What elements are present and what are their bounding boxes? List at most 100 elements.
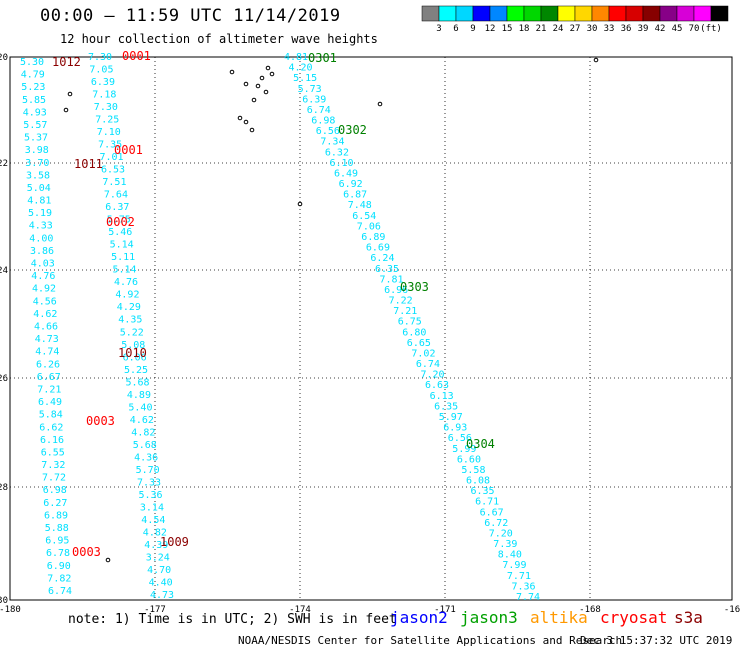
swh-value: 7.32: [41, 460, 65, 471]
island-shape: [377, 101, 383, 107]
swh-value: 8.40: [498, 550, 522, 561]
map-frame: [9, 56, 733, 601]
credit-line: NOAA/NESDIS Center for Satellite Applica…: [238, 634, 623, 647]
swh-value: 5.75: [107, 215, 131, 226]
swh-value: 6.56: [316, 126, 340, 137]
pass-label: 0303: [400, 280, 429, 294]
swh-value: 5.04: [27, 183, 51, 194]
island-shape: [593, 57, 599, 63]
satellite-cryosat: cryosat: [600, 608, 668, 627]
swh-value: 6.26: [36, 359, 60, 370]
scale-label: 6: [453, 24, 458, 34]
pass-label: 0301: [308, 51, 337, 65]
scale-label: 45: [672, 24, 683, 34]
lat-tick-label: -22: [0, 159, 8, 169]
swh-value: 7.82: [47, 573, 71, 584]
swh-value: 6.72: [484, 518, 508, 529]
scale-label: 36: [621, 24, 632, 34]
swh-value: 6.90: [47, 561, 71, 572]
swh-value: 4.20: [289, 63, 313, 74]
swh-value: 3.98: [25, 145, 49, 156]
swh-value: 6.10: [330, 158, 354, 169]
lon-tick-label: -174: [289, 605, 311, 615]
lat-tick-label: -30: [0, 596, 8, 606]
swh-value: 6.89: [44, 510, 68, 521]
swh-value: 6.67: [37, 372, 61, 383]
credit-date: Dec 3 15:37:32 UTC 2019: [580, 634, 733, 647]
pass-label: 0001: [122, 49, 151, 63]
swh-value: 7.02: [411, 349, 435, 360]
swh-value: 6.62: [39, 422, 63, 433]
scale-label: 21: [536, 24, 547, 34]
swh-value: 5.58: [461, 465, 485, 476]
swh-value: 7.35: [98, 140, 122, 151]
swh-value: 4.62: [130, 415, 154, 426]
swh-value: 6.67: [480, 507, 504, 518]
swh-value: 6.92: [339, 179, 363, 190]
island-shape: [265, 65, 271, 71]
lon-tick-label: -171: [434, 605, 456, 615]
swh-value: 7.51: [102, 177, 126, 188]
swh-value: 4.70: [147, 565, 171, 576]
scale-label: 27: [570, 24, 581, 34]
lat-lon-grid: [9, 56, 733, 601]
pass-label: 1010: [118, 346, 147, 360]
scale-label: 42: [655, 24, 666, 34]
swh-value: 6.95: [45, 536, 69, 547]
swh-value: 6.75: [398, 317, 422, 328]
swh-value: 4.76: [31, 271, 55, 282]
swh-value: 5.37: [24, 133, 48, 144]
island-shape: [229, 69, 235, 75]
swh-value: 5.68: [126, 377, 150, 388]
lon-tick-label: -180: [0, 605, 21, 615]
swh-value: 4.93: [23, 107, 47, 118]
swh-value: 6.96: [384, 285, 408, 296]
swh-value: 6.93: [443, 423, 467, 434]
satellite-altika: altika: [530, 608, 588, 627]
swh-value: 7.30: [88, 52, 112, 63]
swh-value: 6.27: [43, 498, 67, 509]
scale-label: 24: [553, 24, 564, 34]
swh-value: 7.22: [389, 296, 413, 307]
swh-value: 3.86: [30, 246, 54, 257]
swh-value: 5.19: [28, 208, 52, 219]
swh-value: 5.68: [133, 440, 157, 451]
island-shape: [237, 115, 243, 121]
satellite-jason2: jason2: [390, 608, 448, 627]
swh-value: 4.81: [284, 52, 308, 63]
swh-value: 6.63: [425, 380, 449, 391]
swh-value: 4.76: [114, 277, 138, 288]
swh-value: 7.06: [357, 221, 381, 232]
page-title: 00:00 – 11:59 UTC 11/14/2019: [40, 6, 341, 26]
swh-value: 6.74: [416, 359, 440, 370]
swh-value: 4.36: [134, 452, 158, 463]
lat-tick-label: -28: [0, 483, 8, 493]
swh-value: 3.58: [26, 170, 50, 181]
swh-value: 4.89: [127, 390, 151, 401]
swh-value: 5.97: [439, 412, 463, 423]
swh-value: 7.72: [42, 473, 66, 484]
swh-value: 7.48: [348, 200, 372, 211]
pass-label: 0302: [338, 123, 367, 137]
swh-value: 4.66: [34, 322, 58, 333]
swh-value: 6.60: [457, 454, 481, 465]
scale-label: 12: [485, 24, 496, 34]
page-subtitle: 12 hour collection of altimeter wave hei…: [60, 32, 378, 46]
coastline-islands: [63, 57, 599, 563]
swh-value: 6.13: [430, 391, 454, 402]
swh-value: 4.40: [149, 578, 173, 589]
swh-value: 5.08: [121, 340, 145, 351]
swh-value: 4.62: [33, 309, 57, 320]
swh-value: 6.39: [91, 77, 115, 88]
scale-label: 30: [587, 24, 598, 34]
swh-value: 4.74: [35, 347, 59, 358]
swh-value: 3.24: [146, 553, 170, 564]
pass-label: 0002: [106, 215, 135, 229]
swh-value: 7.71: [507, 571, 531, 582]
pass-label: 1009: [160, 535, 189, 549]
swh-value: 7.21: [393, 306, 417, 317]
swh-value: 5.46: [108, 227, 132, 238]
island-shape: [251, 97, 257, 103]
lat-tick-label: -26: [0, 374, 8, 384]
